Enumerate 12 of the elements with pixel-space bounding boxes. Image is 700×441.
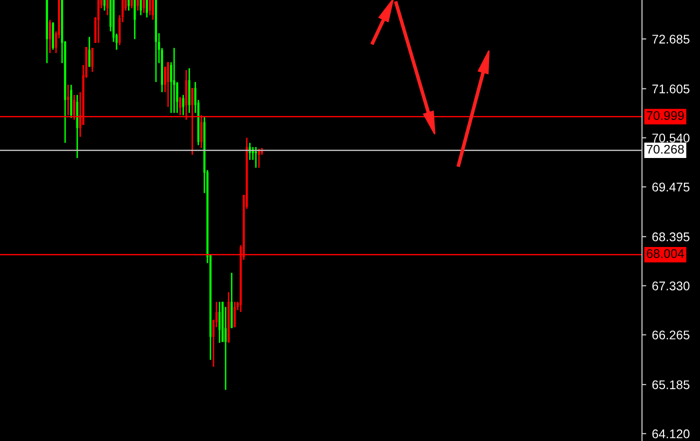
y-tick-label: 72.685 — [652, 34, 690, 44]
ref-line-label: 68.004 — [646, 249, 684, 258]
y-tick-label: 69.475 — [652, 182, 690, 192]
y-tick-label: 66.265 — [652, 330, 690, 340]
y-tick-label: 65.185 — [652, 380, 690, 390]
ref-line-label: 70.999 — [646, 111, 684, 120]
y-tick-label: 71.605 — [652, 84, 690, 94]
y-tick-label: 64.120 — [652, 429, 690, 438]
y-tick-label: 67.330 — [652, 282, 690, 290]
ref-line-label: 70.268 — [646, 144, 684, 154]
y-tick-label: 68.395 — [652, 232, 690, 242]
y-tick-label: 70.540 — [652, 134, 690, 142]
